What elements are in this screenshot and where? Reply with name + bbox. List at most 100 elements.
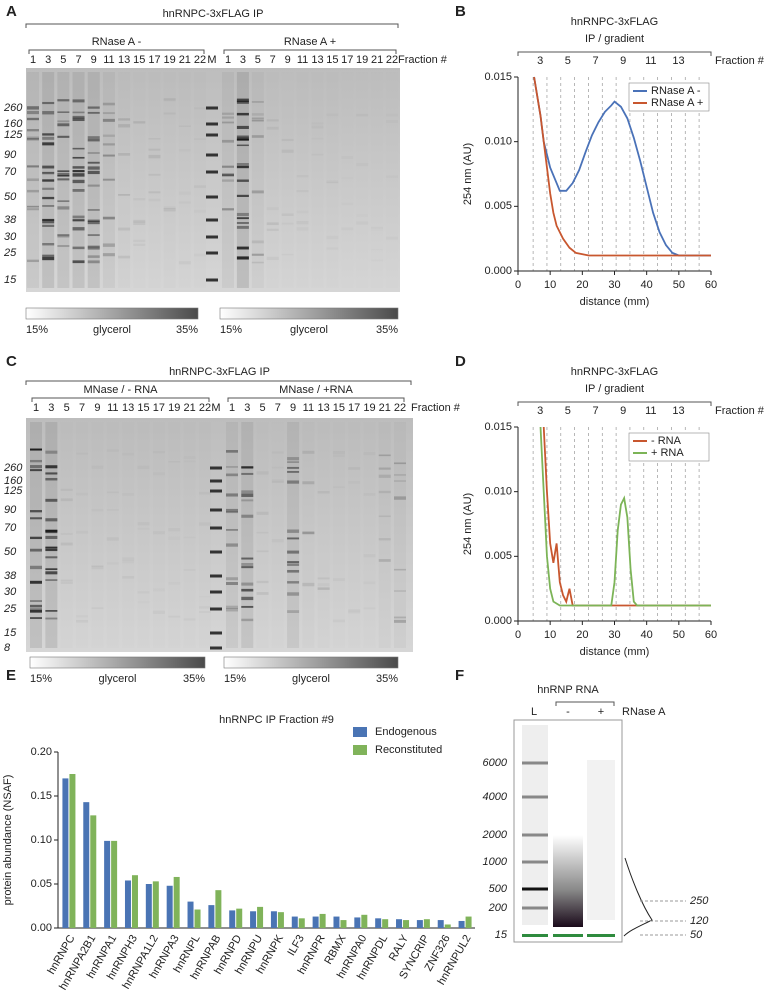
chart-subtitle: IP / gradient [585, 33, 644, 45]
band [194, 254, 206, 257]
band [30, 536, 42, 540]
marker-label: 38 [4, 570, 17, 582]
band [236, 100, 249, 104]
bar [444, 924, 451, 928]
band [241, 557, 254, 560]
band [226, 511, 238, 514]
band [236, 137, 249, 141]
band [241, 605, 254, 608]
bracket [25, 380, 412, 385]
y-tick-label: 0.10 [31, 834, 52, 846]
band [287, 457, 300, 461]
panel-letter: D [455, 353, 466, 370]
bar [208, 905, 215, 928]
marker-label: 15 [4, 274, 17, 286]
band [241, 466, 254, 469]
glycerol-label: glycerol [290, 324, 328, 336]
band [302, 532, 315, 534]
y-tick-label: 0.010 [484, 136, 512, 148]
ladder-band [522, 795, 548, 799]
smear [553, 835, 583, 927]
band [222, 173, 234, 177]
band [118, 118, 131, 121]
band [318, 583, 330, 586]
band [356, 214, 368, 217]
band [266, 119, 279, 122]
band [241, 566, 254, 569]
band [118, 124, 131, 128]
lane [226, 422, 238, 648]
band [333, 451, 345, 454]
trace [623, 857, 653, 937]
band [199, 611, 211, 613]
band [72, 111, 85, 114]
band [184, 569, 196, 571]
lane [272, 422, 284, 648]
band [287, 569, 300, 573]
band [226, 608, 238, 612]
band [194, 210, 206, 213]
glycerol-gradient [25, 307, 199, 320]
band [184, 456, 196, 459]
band [317, 577, 330, 580]
band [371, 227, 383, 229]
band [394, 496, 406, 500]
group-label: MNase / - RNA [84, 384, 159, 396]
band [91, 509, 103, 512]
top-axis-label: Fraction # [715, 405, 764, 417]
band [341, 202, 353, 205]
lane-label: 1 [229, 402, 235, 414]
lane-label: M [207, 54, 216, 66]
bracket [25, 23, 399, 28]
lane-label: 19 [168, 402, 180, 414]
group-label: MNase / +RNA [279, 384, 353, 396]
band [236, 165, 249, 169]
band [356, 163, 368, 166]
bar [437, 920, 444, 928]
band [236, 217, 249, 220]
band [148, 191, 161, 194]
band [118, 194, 131, 196]
band [226, 493, 238, 497]
trace-label: 50 [690, 929, 703, 941]
band [241, 618, 254, 622]
top-axis-label: Fraction # [715, 55, 764, 67]
lane-label: 15 [133, 54, 145, 66]
band [251, 100, 264, 103]
marker-band [522, 934, 548, 937]
band [87, 245, 100, 248]
smear [587, 760, 615, 920]
band [371, 249, 383, 251]
lane-label: 7 [75, 54, 81, 66]
band [87, 184, 100, 187]
band [241, 472, 254, 475]
band [27, 106, 39, 110]
band [57, 179, 70, 181]
band [60, 542, 73, 546]
lane-label: 15 [333, 402, 345, 414]
band [87, 221, 100, 225]
lane-label: 5 [255, 54, 261, 66]
glycerol-end: 35% [176, 324, 198, 336]
band [287, 466, 300, 469]
band [386, 237, 398, 240]
band [133, 240, 145, 242]
band [326, 236, 338, 239]
band [222, 139, 234, 143]
band [236, 112, 249, 116]
glycerol-label: glycerol [292, 673, 330, 685]
panel-letter: E [6, 667, 16, 684]
band [241, 596, 254, 601]
lane-label: 19 [356, 54, 368, 66]
band [236, 179, 249, 182]
band [42, 171, 55, 174]
x-tick-label: 60 [705, 629, 717, 641]
band [236, 246, 249, 250]
band [138, 522, 150, 525]
band [226, 473, 238, 477]
band [118, 255, 131, 259]
bracket [227, 397, 405, 402]
band [287, 561, 300, 564]
band [102, 134, 115, 137]
lane [241, 422, 254, 648]
